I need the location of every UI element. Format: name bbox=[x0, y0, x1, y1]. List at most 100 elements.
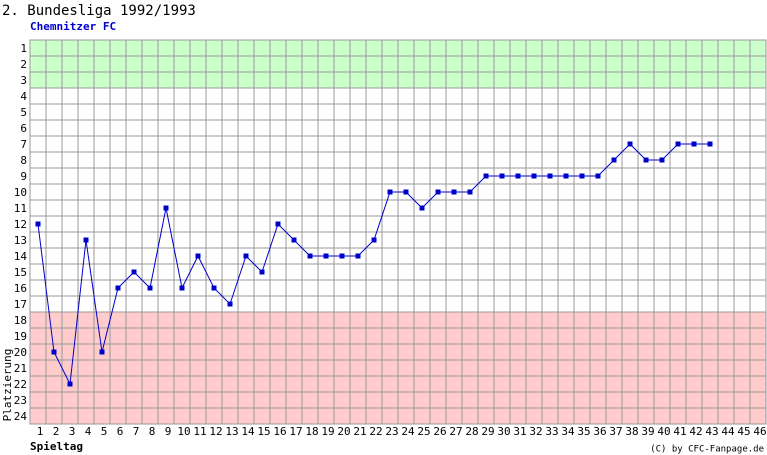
data-point bbox=[243, 253, 249, 259]
x-tick-label: 27 bbox=[449, 425, 462, 438]
data-point bbox=[163, 205, 169, 211]
x-tick-label: 17 bbox=[289, 425, 302, 438]
x-tick-label: 29 bbox=[481, 425, 494, 438]
x-tick-label: 12 bbox=[209, 425, 222, 438]
x-tick-label: 5 bbox=[101, 425, 108, 438]
x-tick-label: 6 bbox=[117, 425, 124, 438]
data-point bbox=[707, 141, 713, 147]
y-tick-label: 19 bbox=[14, 330, 27, 343]
x-tick-label: 43 bbox=[705, 425, 718, 438]
data-point bbox=[563, 173, 569, 179]
y-tick-label: 5 bbox=[20, 106, 27, 119]
y-tick-label: 20 bbox=[14, 346, 27, 359]
data-point bbox=[115, 285, 121, 291]
y-tick-label: 8 bbox=[20, 154, 27, 167]
x-tick-label: 38 bbox=[625, 425, 638, 438]
data-point bbox=[67, 381, 73, 387]
x-tick-label: 25 bbox=[417, 425, 430, 438]
chart-subtitle: Chemnitzer FC bbox=[30, 20, 116, 33]
data-point bbox=[691, 141, 697, 147]
x-tick-label: 36 bbox=[593, 425, 606, 438]
y-tick-label: 9 bbox=[20, 170, 27, 183]
data-point bbox=[499, 173, 505, 179]
x-tick-label: 33 bbox=[545, 425, 558, 438]
data-point bbox=[179, 285, 185, 291]
data-point bbox=[643, 157, 649, 163]
data-point bbox=[467, 189, 473, 195]
y-tick-label: 14 bbox=[14, 250, 28, 263]
data-point bbox=[195, 253, 201, 259]
x-tick-label: 10 bbox=[177, 425, 190, 438]
y-tick-label: 10 bbox=[14, 186, 27, 199]
y-tick-label: 4 bbox=[20, 90, 27, 103]
y-tick-label: 21 bbox=[14, 362, 27, 375]
data-point bbox=[659, 157, 665, 163]
data-point bbox=[547, 173, 553, 179]
x-tick-label: 34 bbox=[561, 425, 575, 438]
x-tick-label: 37 bbox=[609, 425, 622, 438]
data-point bbox=[435, 189, 441, 195]
x-tick-label: 8 bbox=[149, 425, 156, 438]
data-point bbox=[419, 205, 425, 211]
data-point bbox=[403, 189, 409, 195]
y-tick-label: 3 bbox=[20, 74, 27, 87]
data-point bbox=[99, 349, 105, 355]
y-tick-label: 6 bbox=[20, 122, 27, 135]
chart-title: 2. Bundesliga 1992/1993 bbox=[2, 3, 196, 19]
data-point bbox=[579, 173, 585, 179]
y-tick-label: 15 bbox=[14, 266, 27, 279]
x-tick-label: 46 bbox=[753, 425, 766, 438]
x-tick-label: 21 bbox=[353, 425, 366, 438]
data-point bbox=[275, 221, 281, 227]
x-tick-label: 20 bbox=[337, 425, 350, 438]
data-point bbox=[675, 141, 681, 147]
data-point bbox=[211, 285, 217, 291]
y-tick-label: 2 bbox=[20, 58, 27, 71]
y-tick-label: 7 bbox=[20, 138, 27, 151]
data-point bbox=[35, 221, 41, 227]
x-tick-label: 13 bbox=[225, 425, 238, 438]
data-point bbox=[595, 173, 601, 179]
data-point bbox=[323, 253, 329, 259]
x-tick-label: 4 bbox=[85, 425, 92, 438]
x-tick-label: 30 bbox=[497, 425, 510, 438]
data-point bbox=[259, 269, 265, 275]
x-tick-label: 26 bbox=[433, 425, 446, 438]
x-tick-label: 23 bbox=[385, 425, 398, 438]
x-tick-label: 45 bbox=[737, 425, 750, 438]
x-tick-label: 2 bbox=[53, 425, 60, 438]
data-point bbox=[387, 189, 393, 195]
x-tick-label: 22 bbox=[369, 425, 382, 438]
data-point bbox=[355, 253, 361, 259]
data-point bbox=[83, 237, 89, 243]
y-axis-label: Platzierung bbox=[1, 349, 14, 422]
x-tick-label: 32 bbox=[529, 425, 542, 438]
footer: (C) by CFC-Fanpage.de bbox=[650, 445, 764, 455]
x-tick-label: 40 bbox=[657, 425, 670, 438]
data-point bbox=[147, 285, 153, 291]
x-tick-label: 24 bbox=[401, 425, 415, 438]
data-point bbox=[611, 157, 617, 163]
y-tick-label: 22 bbox=[14, 378, 27, 391]
data-point bbox=[531, 173, 537, 179]
data-point bbox=[291, 237, 297, 243]
data-point bbox=[515, 173, 521, 179]
y-tick-label: 12 bbox=[14, 218, 27, 231]
data-point bbox=[307, 253, 313, 259]
y-tick-label: 18 bbox=[14, 314, 27, 327]
x-tick-label: 16 bbox=[273, 425, 286, 438]
y-tick-label: 11 bbox=[14, 202, 27, 215]
x-tick-label: 44 bbox=[721, 425, 735, 438]
data-point bbox=[483, 173, 489, 179]
x-tick-label: 39 bbox=[641, 425, 654, 438]
data-point bbox=[227, 301, 233, 307]
data-point bbox=[131, 269, 137, 275]
x-tick-label: 42 bbox=[689, 425, 702, 438]
y-tick-label: 17 bbox=[14, 298, 27, 311]
y-tick-label: 23 bbox=[14, 394, 27, 407]
y-tick-label: 16 bbox=[14, 282, 27, 295]
x-tick-label: 35 bbox=[577, 425, 590, 438]
x-tick-label: 14 bbox=[241, 425, 255, 438]
x-tick-label: 28 bbox=[465, 425, 478, 438]
